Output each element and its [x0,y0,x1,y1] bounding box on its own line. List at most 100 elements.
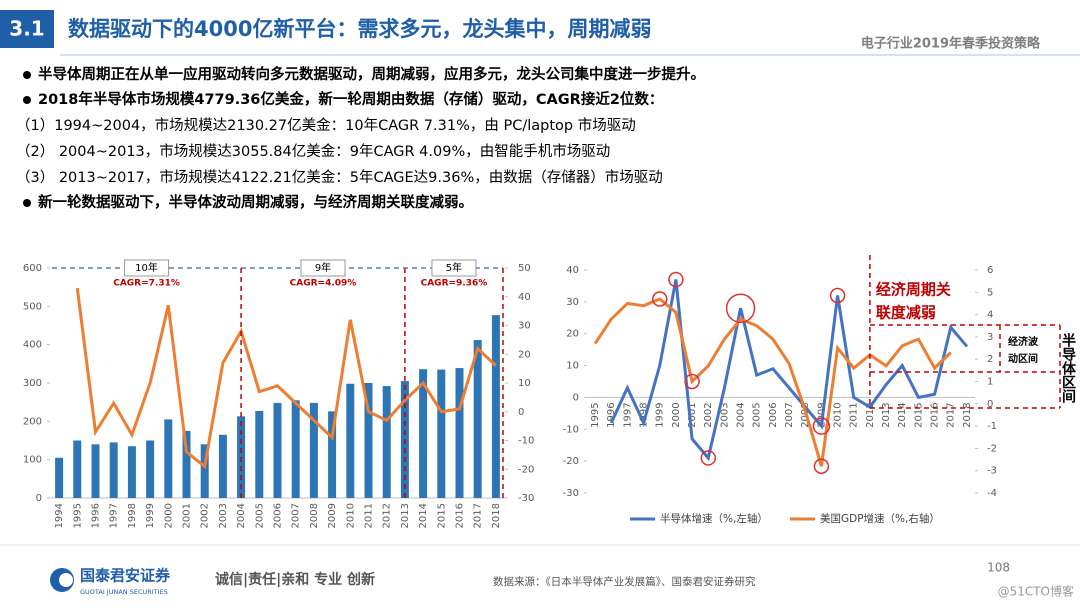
y2-tick-label: 0 [518,407,524,418]
period-cagr: CAGR=4.09% [290,279,357,289]
y-tick-label: 30 [566,297,579,308]
period-cagr: CAGR=7.31% [113,279,180,289]
bullet: （2） 2004~2013，市场规模达3055.84亿美金：9年CAGR 4.0… [16,143,610,160]
page-number: 108 [987,561,1010,575]
bar [127,446,136,498]
cycle-note: 联度减弱 [876,304,936,322]
legend-label: 半导体增速（%,左轴） [660,512,768,525]
x-tick-label: 1998 [127,503,138,528]
period-label-box [124,259,170,277]
x-tick-label: 2013 [400,503,411,528]
y2-tick-label: 40 [518,292,531,303]
x-tick-label: 1999 [655,402,666,427]
y-tick-label: 400 [23,340,42,351]
x-tick-label: 2008 [309,503,320,528]
section-box [0,10,54,48]
x-tick-label: 2002 [200,503,211,528]
y2-tick-label: 1 [987,377,993,388]
x-tick-label: 1996 [91,503,102,528]
y2-tick-label: 10 [518,378,531,389]
bar [328,411,337,498]
y2-tick-label: 0 [987,399,993,410]
y-tick-label: 300 [23,378,42,389]
highlight-circle [652,291,668,307]
y2-tick-label: -10 [518,436,534,447]
x-tick-label: 2014 [897,402,908,427]
section-number: 3.1 [9,17,44,41]
y-tick-label: 0 [36,493,42,504]
legend-label: 美国GDP增速（%,右轴） [820,512,940,525]
x-tick-label: 2001 [687,402,698,427]
period-label-box [300,259,346,277]
market-chart: 0 100 200 300 400 500 600 -30 -20 -10 0 10 20 30 40 50 1… [23,259,534,528]
bullet: 半导体周期正在从单一应用驱动转向多元数据驱动，周期减弱，应用多元，龙头公司集中度… [38,65,705,83]
x-tick-label: 2011 [849,402,860,427]
source: 数据来源：《日本半导体产业发展篇》、国泰君安证券研究 [493,575,756,588]
x-tick-label: 1997 [622,402,633,427]
x-tick-label: 1995 [72,503,83,528]
y-tick-label: -30 [563,488,579,499]
series-line [75,287,497,470]
y-tick-label: 10 [566,361,579,372]
y-tick-label: 0 [573,392,579,403]
x-tick-label: 2003 [719,402,730,427]
band-note: 半导体区间 [1060,332,1076,404]
bar [200,444,209,498]
cycle-note: 经济周期关 [876,281,951,299]
x-tick-label: 2014 [418,503,429,528]
x-tick-label: 2017 [946,402,957,427]
x-tick-label: 2007 [291,503,302,528]
bullet: （3） 2013~2017，市场规模达4122.21亿美金：5年CAGE达9.3… [16,169,663,186]
x-tick-label: 2002 [703,402,714,427]
y2-tick-label: -3 [987,466,997,477]
y-tick-label: 100 [23,455,42,466]
bar [164,419,173,498]
watermark: @51CTO博客 [998,584,1074,599]
y2-tick-label: -1 [987,421,997,432]
y2-tick-label: -4 [987,488,997,499]
x-tick-label: 2005 [752,402,763,427]
bar [182,430,191,498]
bullet: 新一轮数据驱动下，半导体波动周期减弱，与经济周期关联度减弱。 [38,193,473,211]
highlight-circle [812,417,831,435]
company-name: 国泰君安证券 [80,567,171,585]
bar [73,440,82,498]
bar [437,369,446,498]
y-tick-label: 20 [566,329,579,340]
bar [55,457,64,498]
y2-tick-label: 6 [987,265,993,276]
highlight-circle [725,293,756,323]
x-tick-label: 2010 [833,402,844,427]
logo [59,573,73,587]
highlight-circle [668,271,684,288]
y-tick-label: 600 [23,263,42,274]
x-tick-label: 2006 [768,402,779,427]
band-note: 经济波 [1008,335,1039,348]
x-tick-label: 1994 [54,503,65,528]
bullet-dot [23,71,31,79]
bar [346,383,355,498]
y2-tick-label: -20 [518,464,534,475]
x-tick-label: 2000 [163,503,174,528]
x-tick-label: 1996 [606,402,617,427]
slide-subtitle: 电子行业2019年春季投资策略 [861,36,1041,52]
bullet: （1）1994~2004，市场规模达2130.27亿美金：10年CAGR 7.3… [16,117,636,134]
x-tick-label: 2011 [364,503,375,528]
bar [382,386,391,498]
x-tick-label: 2009 [327,503,338,528]
y2-tick-label: 4 [987,310,993,321]
y2-tick-label: 5 [987,287,993,298]
period-label-box [431,259,477,277]
bullet-dot [23,199,31,207]
x-tick-label: 2015 [436,503,447,528]
x-tick-label: 2017 [473,503,484,528]
company-name-en: GUOTAI JUNAN SECURITIES [80,588,168,596]
x-tick-label: 2001 [182,503,193,528]
x-tick-label: 2012 [382,503,393,528]
x-tick-label: 2007 [784,402,795,427]
x-tick-label: 2016 [455,503,466,528]
bar [364,383,373,498]
